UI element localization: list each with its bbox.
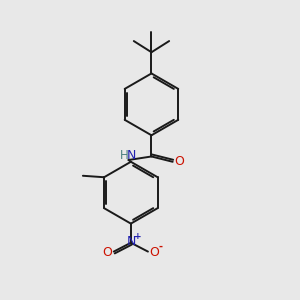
Text: -: - <box>158 242 162 252</box>
Text: N: N <box>127 236 136 248</box>
Text: +: + <box>134 232 141 241</box>
Text: O: O <box>174 155 184 168</box>
Text: H: H <box>120 149 129 162</box>
Text: N: N <box>127 149 136 162</box>
Text: O: O <box>149 246 159 259</box>
Text: O: O <box>102 246 112 259</box>
